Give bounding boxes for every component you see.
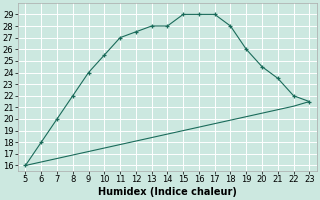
X-axis label: Humidex (Indice chaleur): Humidex (Indice chaleur) — [98, 187, 237, 197]
